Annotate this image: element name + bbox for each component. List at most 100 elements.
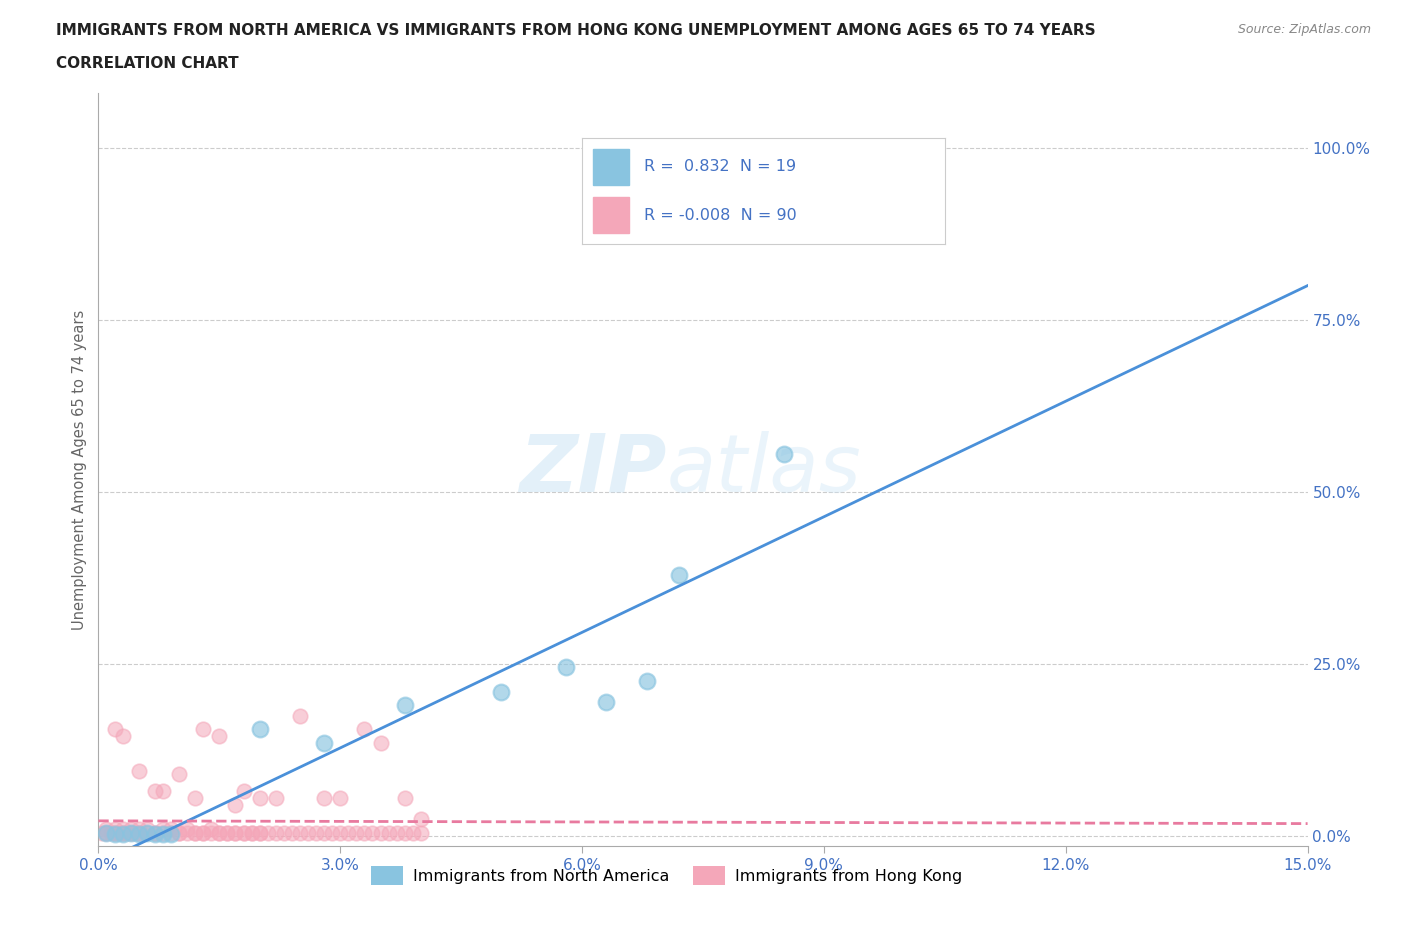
Point [128,825,150,840]
Point [232,825,254,840]
Point [314,790,336,805]
Point [555,660,578,675]
Point [100,825,122,840]
Point [273,825,295,840]
Point [772,446,794,461]
Point [314,736,336,751]
Point [305,825,328,840]
Point [96,825,118,840]
Y-axis label: Unemployment Among Ages 65 to 74 years: Unemployment Among Ages 65 to 74 years [72,310,87,630]
Point [264,825,287,840]
Point [217,825,239,840]
Point [184,825,207,840]
Text: Source: ZipAtlas.com: Source: ZipAtlas.com [1237,23,1371,36]
Point [120,826,142,841]
Text: ZIP: ZIP [519,431,666,509]
Point [370,736,392,751]
Legend: Immigrants from North America, Immigrants from Hong Kong: Immigrants from North America, Immigrant… [366,860,969,891]
Point [107,825,129,840]
Point [128,827,150,842]
Point [135,822,157,837]
Point [249,790,271,805]
Point [193,825,215,840]
Point [394,790,416,805]
Point [103,722,125,737]
Point [128,764,150,778]
Point [240,825,263,840]
Point [193,825,215,840]
Point [200,822,222,837]
Point [394,825,416,840]
Point [264,790,287,805]
Point [361,825,384,840]
Point [385,825,408,840]
Point [321,825,343,840]
Point [115,825,138,840]
Point [176,825,198,840]
Text: CORRELATION CHART: CORRELATION CHART [56,56,239,71]
Point [167,766,190,781]
Point [217,825,239,840]
Point [167,825,190,840]
Point [256,825,278,840]
Point [160,825,183,840]
Point [337,825,360,840]
Point [103,822,125,837]
Point [96,822,118,837]
Point [184,825,207,840]
Point [111,822,134,837]
Point [409,825,432,840]
Text: IMMIGRANTS FROM NORTH AMERICA VS IMMIGRANTS FROM HONG KONG UNEMPLOYMENT AMONG AG: IMMIGRANTS FROM NORTH AMERICA VS IMMIGRA… [56,23,1095,38]
Point [111,827,134,842]
Point [111,825,134,840]
Point [394,698,416,712]
Point [103,825,125,840]
Point [152,784,174,799]
Point [193,722,215,737]
Point [208,825,231,840]
Point [288,708,311,723]
Point [128,825,150,840]
Point [96,826,118,841]
Point [224,825,246,840]
Point [111,729,134,744]
Point [232,825,254,840]
Point [224,825,246,840]
Point [135,826,157,841]
Point [96,825,118,840]
Point [176,822,198,837]
Point [124,825,146,840]
Point [288,825,311,840]
Point [344,825,367,840]
Point [160,822,183,837]
Point [143,825,166,840]
Point [636,673,658,688]
Point [353,722,375,737]
Point [152,827,174,842]
Point [184,790,207,805]
Point [402,825,425,840]
Point [224,798,246,813]
Point [329,790,352,805]
Point [152,822,174,837]
Text: atlas: atlas [666,431,862,509]
Point [789,140,811,155]
Point [208,825,231,840]
Point [491,684,513,699]
Point [208,729,231,744]
Point [409,811,432,826]
Point [135,825,157,840]
Point [103,825,125,840]
Point [143,825,166,840]
Point [120,822,142,837]
Point [143,784,166,799]
Point [240,825,263,840]
Point [152,825,174,840]
Point [297,825,319,840]
Point [160,827,183,842]
Point [668,567,690,582]
Point [329,825,352,840]
Point [370,825,392,840]
Point [200,825,222,840]
Point [353,825,375,840]
